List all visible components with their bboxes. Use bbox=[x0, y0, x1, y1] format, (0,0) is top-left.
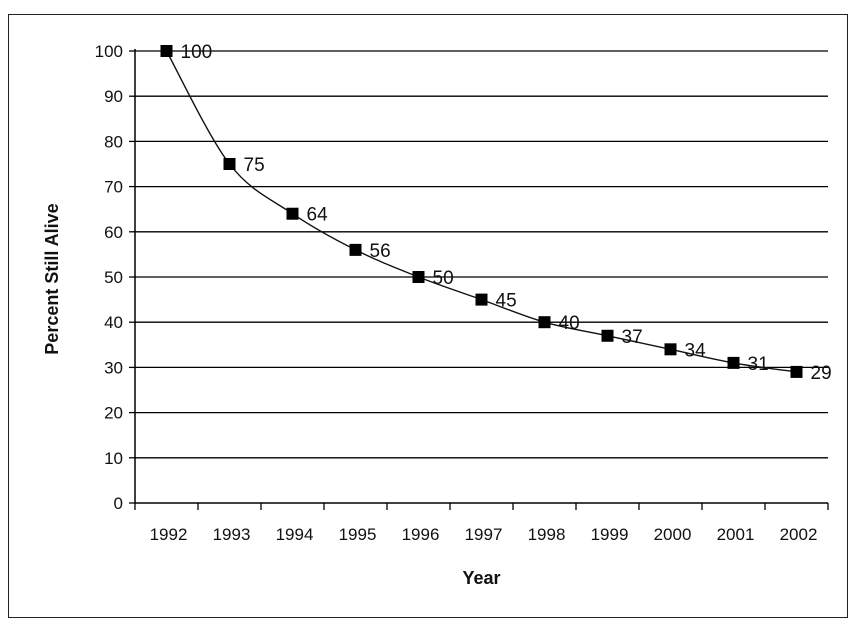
x-tick-label: 1996 bbox=[402, 525, 440, 544]
data-labels: 100 75 64 56 50 45 40 37 34 31 29 bbox=[181, 42, 832, 384]
data-label: 29 bbox=[811, 363, 832, 384]
series-line bbox=[165, 50, 797, 373]
grid-lines bbox=[135, 50, 828, 459]
x-tick-label: 1995 bbox=[339, 525, 377, 544]
x-tick-label: 2002 bbox=[780, 525, 818, 544]
data-point-marker bbox=[601, 329, 614, 342]
data-point-marker bbox=[727, 356, 740, 369]
data-label: 50 bbox=[433, 268, 454, 289]
data-label: 34 bbox=[685, 340, 707, 361]
y-axis-title: Percent Still Alive bbox=[42, 203, 62, 354]
y-tick-label: 0 bbox=[114, 494, 123, 513]
x-tick-label: 1994 bbox=[276, 525, 314, 544]
data-label: 75 bbox=[244, 155, 265, 176]
x-tick-label: 1998 bbox=[528, 525, 566, 544]
data-label: 37 bbox=[622, 327, 643, 348]
y-tick-labels: 0 10 20 30 40 50 60 70 80 90 100 bbox=[95, 42, 123, 513]
y-tick-label: 90 bbox=[104, 87, 123, 106]
y-tick-label: 60 bbox=[104, 223, 123, 242]
data-point-marker bbox=[286, 207, 299, 220]
data-point-marker bbox=[538, 316, 551, 329]
data-label: 56 bbox=[370, 241, 391, 262]
y-tick-label: 70 bbox=[104, 178, 123, 197]
x-tick-label: 1993 bbox=[213, 525, 251, 544]
series-line-path bbox=[165, 50, 797, 373]
x-tick-label: 2000 bbox=[654, 525, 692, 544]
y-tick-label: 30 bbox=[104, 358, 123, 377]
data-point-marker bbox=[664, 343, 677, 356]
x-tick-label: 1992 bbox=[150, 525, 188, 544]
x-tick-label: 1999 bbox=[591, 525, 629, 544]
x-tick-labels: 1992 1993 1994 1995 1996 1997 1998 1999 2000 2001… bbox=[150, 525, 818, 544]
axes bbox=[129, 49, 829, 510]
data-point-marker bbox=[223, 158, 236, 170]
y-tick-label: 100 bbox=[95, 42, 123, 61]
chart-frame bbox=[8, 14, 848, 618]
x-tick-label: 2001 bbox=[717, 525, 755, 544]
data-label: 45 bbox=[496, 291, 517, 312]
data-point-marker bbox=[475, 293, 488, 306]
x-tick-label: 1997 bbox=[465, 525, 503, 544]
x-axis-title: Year bbox=[462, 568, 500, 588]
data-label: 100 bbox=[181, 42, 213, 63]
data-label: 40 bbox=[559, 313, 580, 334]
y-tick-label: 20 bbox=[104, 404, 123, 423]
data-point-marker bbox=[412, 271, 425, 283]
series-markers bbox=[160, 45, 803, 378]
y-tick-label: 10 bbox=[104, 449, 123, 468]
y-tick-label: 50 bbox=[104, 268, 123, 287]
data-point-marker bbox=[790, 365, 803, 378]
data-point-marker bbox=[349, 243, 362, 256]
data-label: 31 bbox=[748, 354, 769, 375]
data-label: 64 bbox=[307, 205, 329, 226]
y-tick-label: 40 bbox=[104, 313, 123, 332]
data-point-marker bbox=[160, 45, 173, 57]
y-tick-label: 80 bbox=[104, 132, 123, 151]
